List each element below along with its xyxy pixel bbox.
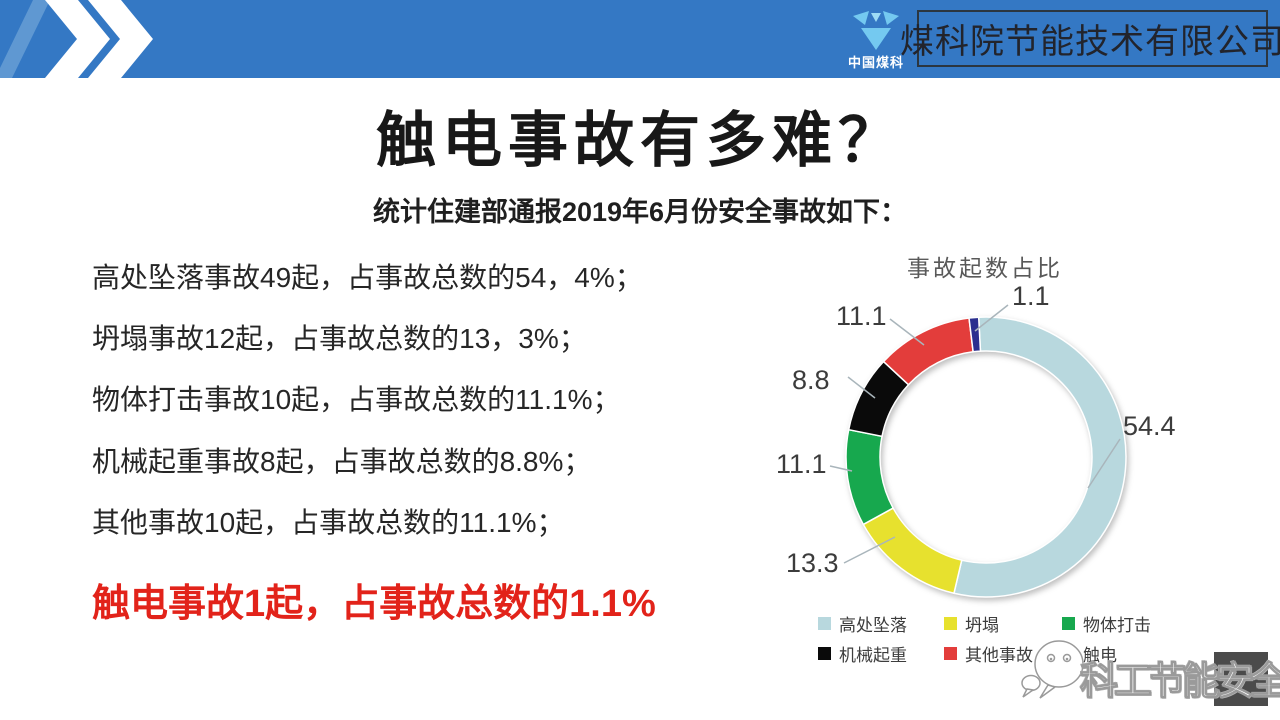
data-label: 13.3 (786, 548, 839, 578)
legend-label: 坍塌 (965, 615, 999, 635)
stat-line-machinery: 机械起重事故8起，占事故总数的8.8%； (92, 446, 592, 477)
page-title: 触电事故有多难？ (376, 107, 904, 174)
chevron-decoration-light (0, 0, 50, 78)
donut-slice-高处坠落 (953, 316, 1127, 598)
company-name-box: 煤科院节能技术有限公司 (900, 10, 1280, 67)
legend-label: 物体打击 (1083, 615, 1151, 635)
legend-item-坍塌: 坍塌 (944, 613, 1062, 635)
watermark-gray-square (1214, 652, 1268, 706)
stat-line-object-strike: 物体打击事故10起，占事故总数的11.1%； (92, 384, 621, 415)
watermark-text: 科工节能安全 (1079, 660, 1280, 703)
label-leader-lines (829, 304, 1121, 564)
donut-slice-触电 (968, 316, 982, 353)
company-logo: 中国煤科 (843, 8, 909, 70)
data-label: 1.1 (1012, 281, 1050, 311)
data-label: 11.1 (836, 301, 887, 331)
highlight-electric-shock-line: 触电事故1起，占事故总数的1.1% (92, 583, 656, 625)
legend-swatch (944, 616, 957, 630)
subtitle: 统计住建部通报2019年6月份安全事故如下： (372, 197, 908, 227)
legend-item-其他事故: 其他事故 (944, 643, 1062, 665)
donut-chart: 事故起数占比 54.4 13.3 11.1 8.8 11.1 1.1 高处坠落 坍… (740, 245, 1280, 675)
logo-caption: 中国煤科 (847, 55, 904, 70)
stat-line-collapse: 坍塌事故12起，占事故总数的13，3%； (92, 323, 587, 354)
chat-bubble-face-icon (1018, 626, 1088, 711)
legend-label: 其他事故 (965, 645, 1033, 665)
legend-swatch (818, 616, 831, 630)
data-label: 11.1 (776, 449, 827, 479)
legend-swatch (944, 646, 957, 660)
legend-swatch (818, 646, 831, 660)
legend-label: 触电 (1083, 645, 1117, 665)
gem-logo-icon (853, 11, 899, 50)
chart-title: 事故起数占比 (907, 255, 1063, 281)
legend-swatch (1062, 616, 1075, 630)
data-label: 8.8 (792, 365, 830, 395)
stat-line-falls: 高处坠落事故49起，占事故总数的54，4%； (92, 262, 643, 293)
header-bar: 中国煤科 煤科院节能技术有限公司 (0, 0, 1280, 78)
data-label: 54.4 (1123, 411, 1176, 441)
legend-item-高处坠落: 高处坠落 (818, 613, 944, 635)
company-name: 煤科院节能技术有限公司 (900, 23, 1280, 61)
legend-item-机械起重: 机械起重 (818, 643, 944, 665)
donut-arcs (845, 316, 1127, 598)
legend-item-物体打击: 物体打击 (1062, 613, 1212, 635)
legend-label: 高处坠落 (839, 615, 907, 635)
legend-label: 机械起重 (839, 645, 907, 665)
stat-line-other: 其他事故10起，占事故总数的11.1%； (92, 507, 565, 538)
